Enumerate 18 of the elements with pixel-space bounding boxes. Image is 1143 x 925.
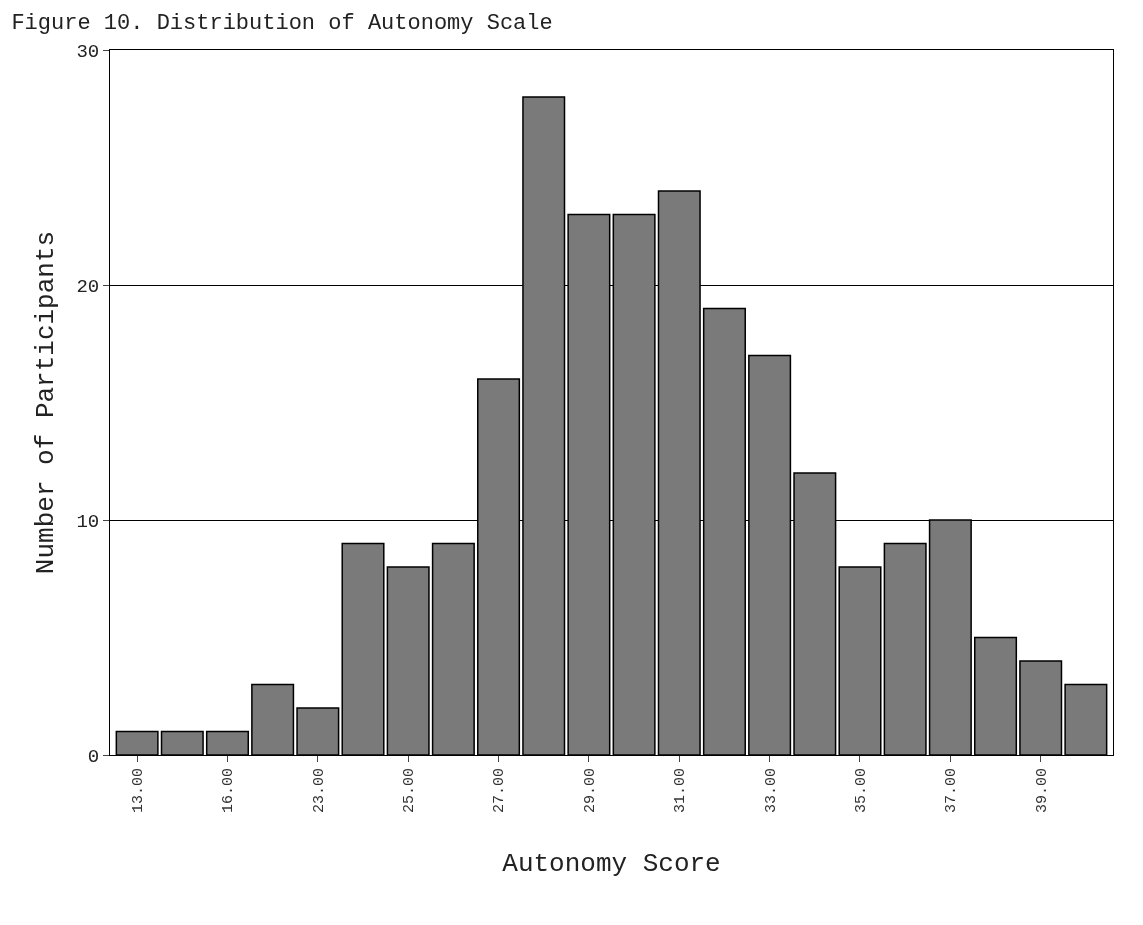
chart-title: Figure 10. Distribution of Autonomy Scale <box>11 11 553 37</box>
y-axis-title: Number of Participants <box>30 230 61 575</box>
x-tick-label: 25.00 <box>401 768 419 814</box>
x-tick-label: 16.00 <box>220 768 238 814</box>
x-tick-label: 13.00 <box>129 768 147 814</box>
y-tick-label: 0 <box>87 745 100 768</box>
x-tick-label: 37.00 <box>943 768 961 814</box>
y-tick-label: 30 <box>76 40 100 63</box>
x-tick-label: 29.00 <box>581 768 599 814</box>
x-axis-title: Autonomy Score <box>502 848 721 879</box>
x-tick-label: 23.00 <box>310 768 328 814</box>
y-tick-label: 20 <box>76 275 100 298</box>
x-tick-label: 39.00 <box>1033 768 1051 814</box>
y-tick-label: 10 <box>76 510 100 533</box>
x-tick-label: 35.00 <box>852 768 870 814</box>
x-tick-label: 33.00 <box>762 768 780 814</box>
x-tick-label: 31.00 <box>672 768 690 814</box>
x-tick-label: 27.00 <box>491 768 509 814</box>
